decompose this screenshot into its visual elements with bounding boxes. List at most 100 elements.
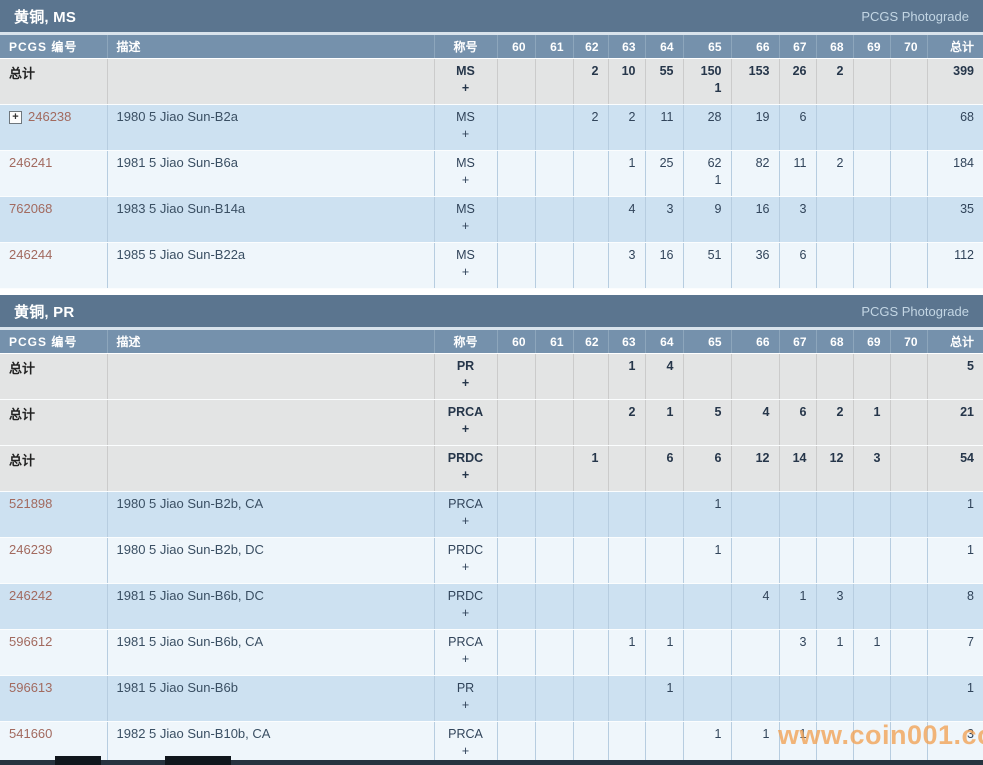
plus-grade-count	[536, 126, 564, 143]
grade-61-cell	[535, 104, 574, 151]
total-cell: 5	[927, 353, 983, 400]
plus-grade-count	[817, 421, 844, 438]
pcgs-number-link[interactable]: 762068	[9, 201, 53, 216]
grade-69-cell	[853, 721, 891, 765]
grade-65-cell: 51	[683, 242, 732, 289]
total-cell: 3	[927, 721, 983, 765]
plus-grade-count	[854, 467, 881, 484]
grade-65-cell: 9	[683, 196, 732, 243]
pcgs-number-link[interactable]: 596612	[9, 634, 53, 649]
description-cell: 1981 5 Jiao Sun-B6b, DC	[107, 583, 435, 630]
grade-69-cell	[853, 537, 891, 584]
grade-69-cell	[853, 242, 891, 289]
grade-count	[684, 358, 722, 375]
plus-grade-count	[609, 264, 636, 281]
designation-label: PR	[456, 359, 475, 373]
plus-grade-count	[817, 467, 844, 484]
total-count: 35	[960, 202, 974, 216]
grade-61-cell	[535, 491, 574, 538]
grade-count	[609, 542, 636, 559]
pcgs-number-link[interactable]: 246244	[9, 247, 53, 262]
plus-grade-count	[536, 513, 564, 530]
plus-grade-count	[609, 651, 636, 668]
description-cell	[107, 353, 435, 400]
plus-grade-count	[498, 697, 526, 714]
plus-grade-count	[609, 421, 636, 438]
description-cell	[107, 399, 435, 446]
expand-icon[interactable]: +	[9, 111, 22, 124]
grade-count	[536, 450, 564, 467]
plus-grade-count	[780, 264, 807, 281]
grade-67-cell: 1	[779, 721, 817, 765]
grade-69-cell	[853, 104, 891, 151]
pcgs-number-link[interactable]: 246242	[9, 588, 53, 603]
plus-grade-count	[684, 218, 722, 235]
grade-64-cell: 55	[645, 58, 684, 105]
plus-grade-count	[891, 605, 918, 622]
grade-count	[817, 109, 844, 126]
grade-62-cell	[573, 583, 609, 630]
grade-count	[498, 588, 526, 605]
designation-cell: PRCA +	[434, 629, 498, 676]
grade-count	[854, 726, 881, 743]
plus-sign: +	[461, 698, 470, 712]
grade-count	[891, 450, 918, 467]
grade-count: 1	[591, 451, 599, 465]
plus-grade-count	[536, 218, 564, 235]
plus-grade-count	[574, 218, 599, 235]
grade-count: 36	[755, 248, 770, 262]
grade-count	[574, 542, 599, 559]
pcgs-number-link[interactable]: 541660	[9, 726, 53, 741]
grade-count	[817, 358, 844, 375]
grade-67-cell: 6	[779, 399, 817, 446]
grade-count	[498, 542, 526, 559]
grade-count	[732, 358, 770, 375]
plus-grade-count	[780, 559, 807, 576]
plus-sign: +	[461, 81, 470, 95]
col-header-designation: 称号	[434, 330, 498, 354]
grade-63-cell	[608, 491, 646, 538]
plus-grade-count	[780, 126, 807, 143]
grade-64-cell	[645, 721, 684, 765]
grade-63-cell: 3	[608, 242, 646, 289]
photograde-link[interactable]: PCGS Photograde	[861, 303, 969, 319]
plus-grade-count	[609, 126, 636, 143]
grade-63-cell: 10	[608, 58, 646, 105]
grade-66-cell	[731, 629, 780, 676]
grade-count	[891, 726, 918, 743]
grade-count: 55	[659, 64, 674, 78]
grade-66-cell	[731, 675, 780, 722]
grade-68-cell: 12	[816, 445, 854, 492]
grade-70-cell	[890, 242, 928, 289]
grade-count	[498, 109, 526, 126]
grade-63-cell	[608, 675, 646, 722]
designation-label: PR	[456, 681, 475, 695]
grade-66-cell	[731, 491, 780, 538]
photograde-link[interactable]: PCGS Photograde	[861, 8, 969, 24]
total-label: 总计	[9, 66, 36, 81]
grade-count	[780, 358, 807, 375]
plus-grade-count	[684, 651, 722, 668]
grade-count	[574, 155, 599, 172]
pcgs-number-link[interactable]: 246241	[9, 155, 53, 170]
grade-70-cell	[890, 629, 928, 676]
plus-grade-count	[536, 743, 564, 760]
grade-count	[891, 155, 918, 172]
grade-count	[498, 726, 526, 743]
col-header-total: 总计	[927, 35, 983, 59]
pcgs-number-link[interactable]: 521898	[9, 496, 53, 511]
grade-61-cell	[535, 58, 574, 105]
plus-grade-count	[780, 467, 807, 484]
plus-grade-count	[536, 467, 564, 484]
pcgs-number-link[interactable]: 246239	[9, 542, 53, 557]
total-cell: 8	[927, 583, 983, 630]
grade-count	[536, 542, 564, 559]
pcgs-number-link[interactable]: 246238	[28, 109, 72, 124]
pcgs-number-link[interactable]: 596613	[9, 680, 53, 695]
grade-68-cell	[816, 675, 854, 722]
grade-65-cell	[683, 675, 732, 722]
grade-64-cell	[645, 537, 684, 584]
grade-count	[536, 201, 564, 218]
grade-63-cell: 1	[608, 629, 646, 676]
